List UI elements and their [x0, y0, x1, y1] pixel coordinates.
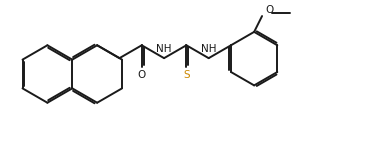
Text: NH: NH: [156, 44, 172, 54]
Text: NH: NH: [201, 44, 217, 54]
Text: S: S: [183, 70, 190, 80]
Text: O: O: [138, 70, 146, 80]
Text: O: O: [265, 5, 273, 15]
